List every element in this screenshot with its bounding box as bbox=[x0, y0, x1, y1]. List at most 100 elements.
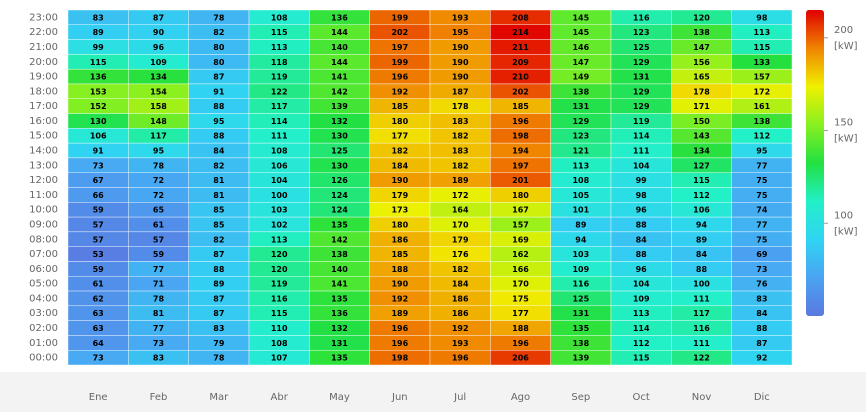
cell-label: 138 bbox=[572, 87, 589, 96]
cell-label: 96 bbox=[636, 206, 648, 215]
cell-label: 90 bbox=[153, 28, 165, 37]
y-tick-label: 14:00 bbox=[29, 146, 58, 157]
y-tick-label: 07:00 bbox=[29, 249, 58, 260]
cell-label: 81 bbox=[213, 176, 225, 185]
cell-label: 178 bbox=[693, 87, 710, 96]
x-tick-label: Ene bbox=[89, 392, 108, 403]
cell-label: 106 bbox=[271, 161, 288, 170]
cell-label: 153 bbox=[90, 87, 107, 96]
cell-label: 133 bbox=[753, 58, 770, 67]
cell-label: 115 bbox=[693, 176, 710, 185]
cell-label: 108 bbox=[271, 339, 288, 348]
cell-label: 134 bbox=[150, 73, 167, 82]
cell-label: 76 bbox=[756, 280, 768, 289]
cell-label: 87 bbox=[213, 294, 224, 303]
cell-label: 118 bbox=[271, 58, 288, 67]
x-tick-label: Jul bbox=[453, 392, 466, 403]
cell-label: 88 bbox=[636, 250, 648, 259]
cell-label: 172 bbox=[753, 87, 770, 96]
cell-label: 99 bbox=[636, 176, 648, 185]
cell-label: 171 bbox=[693, 102, 710, 111]
cell-label: 138 bbox=[693, 28, 710, 37]
cell-label: 193 bbox=[452, 339, 469, 348]
cell-label: 75 bbox=[756, 235, 768, 244]
cell-label: 84 bbox=[636, 235, 648, 244]
cell-label: 115 bbox=[271, 309, 288, 318]
y-tick-label: 21:00 bbox=[29, 42, 58, 53]
cell-label: 193 bbox=[452, 13, 469, 22]
cell-label: 85 bbox=[213, 206, 225, 215]
cell-label: 72 bbox=[153, 191, 164, 200]
cell-label: 106 bbox=[693, 206, 710, 215]
cell-label: 89 bbox=[93, 28, 105, 37]
cell-label: 150 bbox=[693, 117, 710, 126]
cell-label: 186 bbox=[452, 309, 469, 318]
cell-label: 186 bbox=[391, 235, 408, 244]
cell-label: 143 bbox=[693, 132, 710, 141]
cell-label: 157 bbox=[753, 73, 770, 82]
cell-label: 147 bbox=[572, 58, 589, 67]
cell-label: 210 bbox=[512, 73, 529, 82]
cell-label: 83 bbox=[756, 294, 767, 303]
cell-label: 197 bbox=[391, 43, 408, 52]
cell-label: 122 bbox=[693, 354, 710, 363]
cell-label: 81 bbox=[153, 309, 165, 318]
cell-label: 74 bbox=[756, 206, 768, 215]
cell-label: 185 bbox=[512, 102, 529, 111]
cell-label: 177 bbox=[391, 132, 408, 141]
x-tick-label: Oct bbox=[633, 392, 650, 403]
x-tick-label: Dic bbox=[754, 392, 770, 403]
cell-label: 120 bbox=[271, 250, 288, 259]
cell-label: 84 bbox=[696, 250, 708, 259]
cell-label: 91 bbox=[93, 147, 105, 156]
cell-label: 123 bbox=[572, 132, 589, 141]
cell-label: 157 bbox=[512, 220, 529, 229]
cell-label: 73 bbox=[153, 339, 164, 348]
colorbar-unit: [kW] bbox=[834, 226, 858, 237]
cell-label: 99 bbox=[93, 43, 105, 52]
cell-label: 112 bbox=[753, 132, 770, 141]
y-tick-label: 10:00 bbox=[29, 205, 58, 216]
cell-label: 196 bbox=[512, 117, 529, 126]
cell-label: 182 bbox=[452, 265, 469, 274]
y-tick-label: 08:00 bbox=[29, 234, 58, 245]
cell-label: 196 bbox=[391, 73, 408, 82]
cell-label: 208 bbox=[512, 13, 529, 22]
cell-label: 89 bbox=[575, 220, 587, 229]
cell-label: 124 bbox=[331, 191, 348, 200]
cell-label: 184 bbox=[452, 280, 469, 289]
cell-label: 165 bbox=[693, 73, 710, 82]
cell-label: 182 bbox=[452, 132, 469, 141]
colorbar-unit: [kW] bbox=[834, 134, 858, 145]
cell-label: 138 bbox=[753, 117, 770, 126]
cell-label: 111 bbox=[271, 132, 288, 141]
cell-label: 164 bbox=[452, 206, 469, 215]
cell-label: 73 bbox=[756, 265, 767, 274]
cell-label: 66 bbox=[93, 191, 105, 200]
cell-label: 131 bbox=[331, 339, 348, 348]
cell-label: 119 bbox=[271, 73, 288, 82]
cell-label: 167 bbox=[512, 206, 529, 215]
cell-label: 189 bbox=[452, 176, 469, 185]
cell-label: 209 bbox=[512, 58, 529, 67]
cell-label: 85 bbox=[213, 220, 225, 229]
y-tick-label: 18:00 bbox=[29, 86, 58, 97]
x-tick-label: Feb bbox=[150, 392, 168, 403]
cell-label: 196 bbox=[391, 339, 408, 348]
cell-label: 103 bbox=[572, 250, 589, 259]
cell-label: 190 bbox=[452, 58, 469, 67]
y-tick-label: 05:00 bbox=[29, 279, 58, 290]
cell-label: 129 bbox=[633, 102, 650, 111]
cell-label: 87 bbox=[153, 13, 164, 22]
y-tick-label: 12:00 bbox=[29, 175, 58, 186]
cell-label: 173 bbox=[391, 206, 408, 215]
cell-label: 88 bbox=[756, 324, 768, 333]
cell-label: 78 bbox=[213, 13, 225, 22]
cell-label: 115 bbox=[633, 354, 650, 363]
cell-label: 88 bbox=[696, 265, 708, 274]
cell-label: 158 bbox=[150, 102, 167, 111]
cell-label: 111 bbox=[693, 294, 710, 303]
cell-label: 188 bbox=[391, 265, 408, 274]
cell-label: 87 bbox=[213, 73, 224, 82]
y-tick-label: 00:00 bbox=[29, 353, 58, 364]
